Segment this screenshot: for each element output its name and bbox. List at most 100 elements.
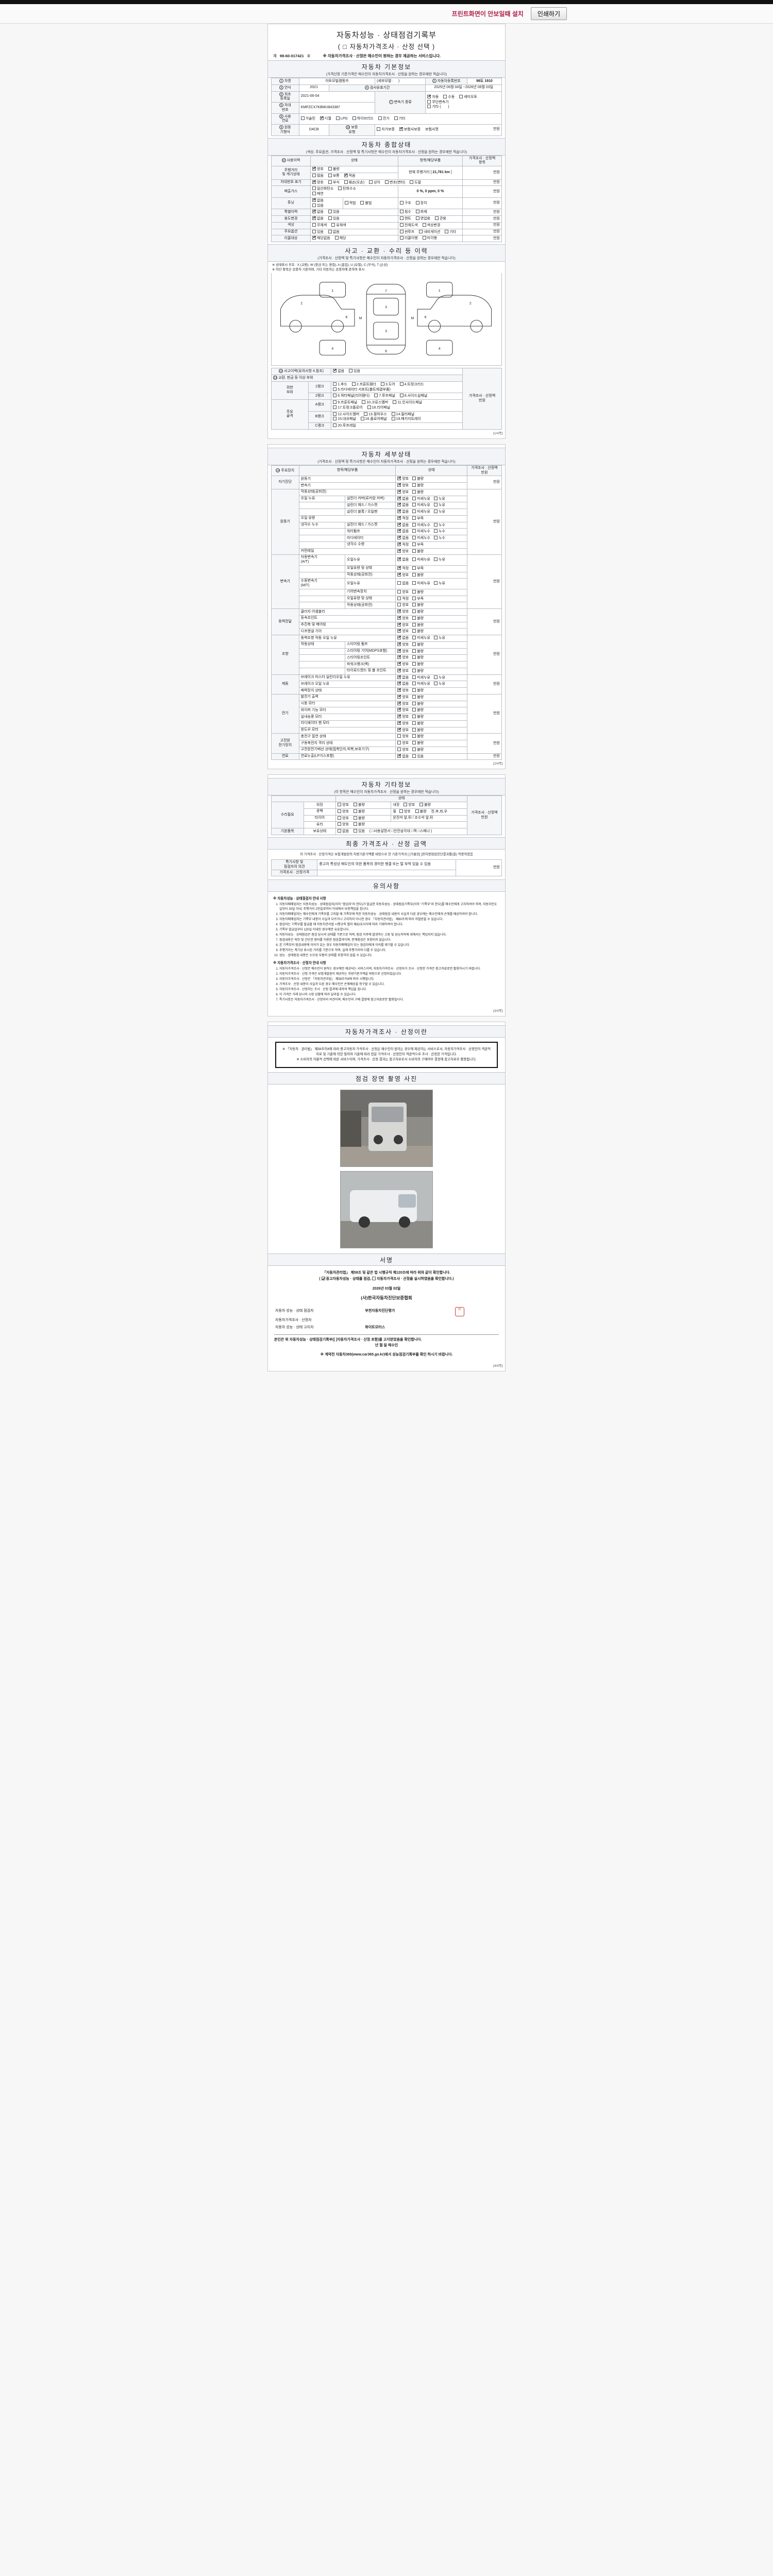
checkbox-없음[interactable] <box>397 681 401 686</box>
checkbox-usechange-yes[interactable] <box>328 216 332 220</box>
checkbox-usechange-none[interactable] <box>312 215 316 221</box>
checkbox-양호[interactable] <box>397 720 401 725</box>
checkbox-mileage-few[interactable] <box>344 173 348 178</box>
checkbox-적정[interactable] <box>397 565 401 570</box>
checkbox-누유[interactable] <box>434 675 438 679</box>
checkbox-불량[interactable] <box>412 721 416 725</box>
checkbox-possess-none[interactable] <box>338 829 342 833</box>
checkbox-exterior-good[interactable] <box>338 803 342 806</box>
checkbox-vin-erased[interactable] <box>410 180 414 184</box>
checkbox-trans-semiauto[interactable] <box>459 94 463 98</box>
checkbox-rc-roofrail[interactable] <box>333 423 337 427</box>
checkbox-미세누유[interactable] <box>412 557 416 562</box>
checkbox-emission-smoke[interactable] <box>312 192 316 195</box>
checkbox-r1-hood[interactable] <box>333 382 337 386</box>
checkbox-불량[interactable] <box>412 616 416 620</box>
checkbox-special-flood[interactable] <box>399 210 404 214</box>
checkbox-없음[interactable] <box>397 581 401 585</box>
checkbox-미세누유[interactable] <box>412 503 416 507</box>
checkbox-color-fullpaint[interactable] <box>399 223 404 227</box>
checkbox-vin-damaged[interactable] <box>344 180 348 184</box>
checkbox-미세누유[interactable] <box>412 682 416 686</box>
checkbox-양호[interactable] <box>397 608 401 614</box>
checkbox-부족[interactable] <box>412 516 416 520</box>
inspection-photo-1[interactable] <box>340 1089 433 1167</box>
checkbox-color-achromatic[interactable] <box>312 223 316 227</box>
checkbox-wheel-good[interactable] <box>399 809 403 813</box>
checkbox-warranty-insurance[interactable] <box>399 126 404 131</box>
checkbox-불량[interactable] <box>412 649 416 653</box>
checkbox-possess-yes[interactable] <box>354 829 357 833</box>
checkbox-적정[interactable] <box>397 541 401 547</box>
checkbox-fuel-hybrid[interactable] <box>352 116 356 120</box>
checkbox-양호[interactable] <box>397 654 401 659</box>
checkbox-emission-hc[interactable] <box>338 187 342 191</box>
checkbox-양호[interactable] <box>397 668 401 673</box>
checkbox-불량[interactable] <box>412 747 416 751</box>
checkbox-tuning-legal[interactable] <box>344 200 348 205</box>
checkbox-부족[interactable] <box>412 596 416 600</box>
checkbox-양호[interactable] <box>397 615 401 620</box>
checkbox-tuning-illegal[interactable] <box>360 200 364 205</box>
checkbox-양호[interactable] <box>397 628 401 633</box>
checkbox-ra-crossmember[interactable] <box>362 400 366 404</box>
checkbox-use-business[interactable] <box>415 216 419 220</box>
checkbox-부족[interactable] <box>412 566 416 570</box>
checkbox-r1-door[interactable] <box>380 382 384 386</box>
checkbox-불량[interactable] <box>412 629 416 633</box>
checkbox-양호[interactable] <box>397 661 401 666</box>
checkbox-rb-packagetray[interactable] <box>391 417 395 421</box>
checkbox-부족[interactable] <box>412 542 416 546</box>
checkbox-accident-yes[interactable] <box>349 369 353 373</box>
checkbox-vin-corrosion[interactable] <box>328 180 332 184</box>
checkbox-양호[interactable] <box>397 694 401 699</box>
checkbox-불량[interactable] <box>412 655 416 659</box>
checkbox-interior-bad[interactable] <box>419 803 424 806</box>
checkbox-mileage-bad[interactable] <box>328 167 332 171</box>
checkbox-불량[interactable] <box>412 741 416 744</box>
checkbox-불량[interactable] <box>412 662 416 666</box>
checkbox-fuel-other[interactable] <box>394 116 398 120</box>
checkbox-polish-bad[interactable] <box>354 809 357 813</box>
checkbox-tire-good[interactable] <box>338 816 342 820</box>
checkbox-glass-bad[interactable] <box>354 822 357 826</box>
checkbox-미세누유[interactable] <box>412 510 416 513</box>
print-button[interactable]: 인쇄하기 <box>530 7 567 20</box>
checkbox-use-government[interactable] <box>434 216 439 220</box>
checkbox-options-yes[interactable] <box>312 229 316 233</box>
checkbox-accident-none[interactable] <box>333 368 337 373</box>
checkbox-r1-radiatorsupport[interactable] <box>333 387 337 391</box>
checkbox-누유[interactable] <box>434 636 438 639</box>
checkbox-exterior-bad[interactable] <box>354 803 357 806</box>
checkbox-미세누유[interactable] <box>412 675 416 679</box>
checkbox-r2-roofpanel[interactable] <box>374 394 378 398</box>
checkbox-special-none[interactable] <box>312 209 316 214</box>
checkbox-누유[interactable] <box>434 557 438 562</box>
checkbox-r2-sidesill[interactable] <box>399 394 404 398</box>
checkbox-양호[interactable] <box>397 727 401 732</box>
checkbox-양호[interactable] <box>397 548 401 553</box>
checkbox-rb-dashpanel[interactable] <box>333 417 337 421</box>
checkbox-양호[interactable] <box>397 482 401 487</box>
checkbox-없음[interactable] <box>397 556 401 562</box>
checkbox-r2-quarterpanel[interactable] <box>333 394 337 398</box>
checkbox-미세누유[interactable] <box>412 636 416 639</box>
checkbox-미세누수[interactable] <box>412 536 416 539</box>
checkbox-불량[interactable] <box>412 589 416 594</box>
checkbox-color-changed[interactable] <box>422 223 426 227</box>
checkbox-mileage-normal[interactable] <box>328 173 332 177</box>
checkbox-special-fire[interactable] <box>415 210 419 214</box>
checkbox-fuel-electric[interactable] <box>378 116 382 120</box>
checkbox-양호[interactable] <box>397 734 401 738</box>
checkbox-tuning-none[interactable] <box>312 197 316 202</box>
checkbox-warranty-self[interactable] <box>377 127 381 131</box>
checkbox-r1-frontfender[interactable] <box>351 382 356 386</box>
checkbox-price-checked[interactable] <box>372 1276 376 1280</box>
checkbox-없음[interactable] <box>397 753 401 758</box>
inspection-photo-2[interactable] <box>340 1171 433 1248</box>
checkbox-recall-na[interactable] <box>312 235 316 240</box>
checkbox-rb-sidemember[interactable] <box>333 412 337 416</box>
checkbox-tire-bad[interactable] <box>354 816 357 820</box>
checkbox-없음[interactable] <box>397 528 401 533</box>
checkbox-fuel-lpg[interactable] <box>335 116 340 120</box>
